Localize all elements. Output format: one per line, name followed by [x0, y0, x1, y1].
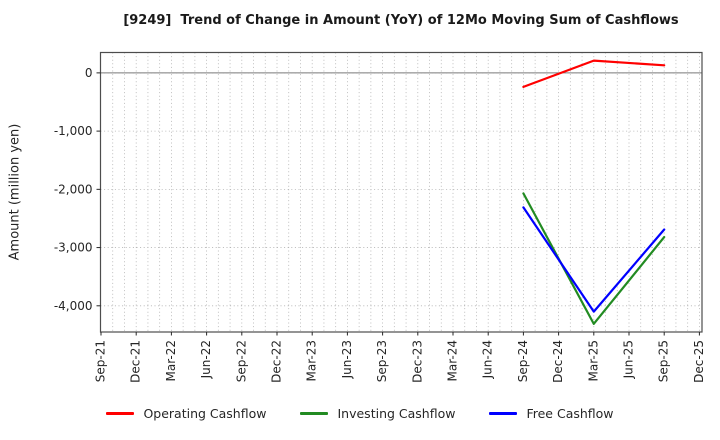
- y-tick-label: -2,000: [54, 182, 93, 196]
- series-line-operating-cashflow: [522, 59, 666, 88]
- x-tick-label: Dec-24: [551, 340, 565, 383]
- plot-border: [99, 51, 703, 333]
- x-tick-label: Dec-23: [410, 340, 424, 383]
- series-line-investing-cashflow: [522, 192, 666, 325]
- x-tick-label: Jun-25: [622, 340, 636, 379]
- x-tick-label: Dec-21: [129, 340, 143, 383]
- x-tick-label: Jun-24: [481, 340, 495, 379]
- chart-title: [9249] Trend of Change in Amount (YoY) o…: [123, 13, 679, 28]
- legend-label-investing: Investing Cashflow: [337, 406, 456, 421]
- legend-item-investing-cashflow: Investing Cashflow: [300, 406, 455, 421]
- y-tick-label: -4,000: [54, 299, 93, 313]
- x-tick-label: Dec-22: [270, 340, 284, 383]
- x-tick-label: Sep-24: [516, 340, 530, 382]
- legend-label-operating: Operating Cashflow: [143, 406, 267, 421]
- legend-swatch-investing: [300, 412, 329, 415]
- x-tick-label: Jun-22: [199, 340, 213, 379]
- y-tick-label: -3,000: [54, 241, 93, 255]
- x-tick-label: Mar-24: [446, 340, 460, 381]
- series-line-free-cashflow: [522, 206, 666, 313]
- legend: Operating Cashflow Investing Cashflow Fr…: [0, 406, 720, 421]
- x-tick-label: Sep-25: [657, 340, 671, 382]
- y-tick-label: -1,000: [54, 124, 93, 138]
- x-tick-label: Sep-21: [94, 340, 108, 382]
- x-tick-label: Jun-23: [340, 340, 354, 379]
- x-tick-label: Sep-22: [234, 340, 248, 382]
- x-tick-label: Sep-23: [375, 340, 389, 382]
- x-tick-label: Mar-25: [586, 340, 600, 381]
- legend-swatch-free: [489, 412, 518, 415]
- legend-swatch-operating: [106, 412, 135, 415]
- x-tick-label: Dec-25: [692, 340, 706, 383]
- x-tick-label: Mar-23: [305, 340, 319, 381]
- x-tick-label: Mar-22: [164, 340, 178, 381]
- legend-label-free: Free Cashflow: [526, 406, 614, 421]
- legend-item-operating-cashflow: Operating Cashflow: [106, 406, 266, 421]
- legend-item-free-cashflow: Free Cashflow: [489, 406, 614, 421]
- y-tick-label: 0: [85, 66, 93, 80]
